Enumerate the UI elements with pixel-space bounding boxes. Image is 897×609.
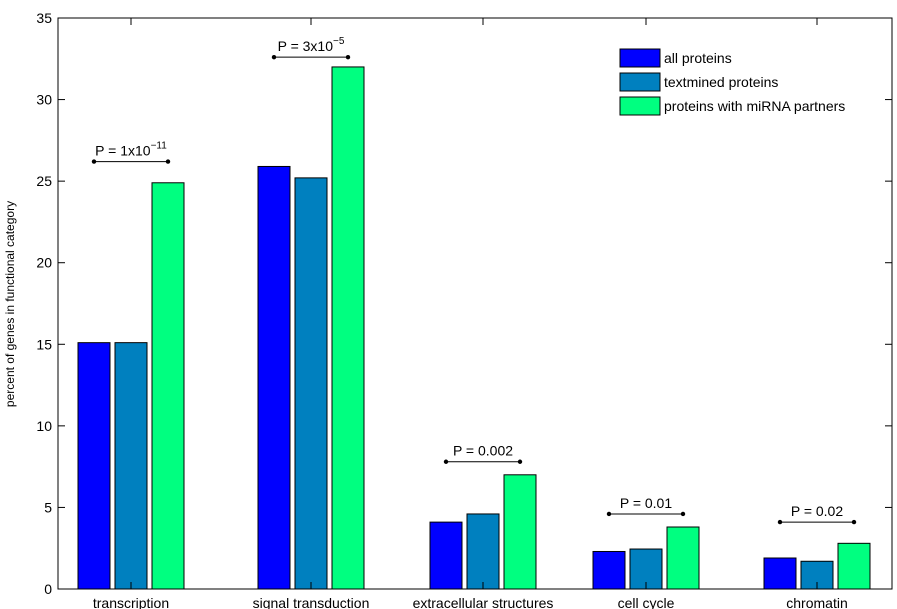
plot-area bbox=[58, 18, 892, 589]
axes-box bbox=[57, 17, 893, 590]
y-tick-label: 0 bbox=[44, 581, 52, 597]
bar bbox=[151, 182, 185, 590]
y-tick-label: 35 bbox=[36, 10, 52, 26]
p-value-bracket-end bbox=[91, 159, 97, 164]
y-tick-label: 20 bbox=[36, 255, 52, 271]
x-tick-label: cell cycle bbox=[618, 595, 675, 609]
legend-label: proteins with miRNA partners bbox=[664, 98, 845, 114]
p-value-bracket-end bbox=[165, 159, 171, 164]
bar bbox=[666, 526, 700, 590]
y-tick-label: 30 bbox=[36, 92, 52, 108]
legend: all proteins textmined proteins proteins w… bbox=[619, 48, 845, 116]
y-tick-label: 10 bbox=[36, 418, 52, 434]
p-value-label: P = 3x10−5 bbox=[278, 36, 345, 54]
bar bbox=[837, 542, 871, 590]
x-tick-label: signal transduction bbox=[253, 595, 370, 609]
y-tick-label: 15 bbox=[36, 336, 52, 352]
bar bbox=[331, 66, 365, 590]
p-value-bracket-end bbox=[606, 511, 612, 517]
y-axis-label: percent of genes in functional category bbox=[3, 201, 17, 407]
legend-label: all proteins bbox=[664, 50, 732, 66]
p-value-bracket-end bbox=[851, 519, 857, 525]
bar bbox=[429, 521, 463, 590]
p-value-label: P = 0.01 bbox=[620, 495, 673, 511]
p-value-base: P = 1x10 bbox=[95, 143, 151, 159]
p-value-label: P = 1x10−11 bbox=[95, 141, 167, 159]
bar bbox=[503, 474, 537, 590]
p-value-bracket-end bbox=[517, 459, 523, 464]
x-tick-label: transcription bbox=[93, 595, 169, 609]
bar bbox=[592, 550, 626, 590]
legend-swatch bbox=[619, 48, 661, 68]
bar bbox=[763, 557, 797, 590]
p-value-label: P = 0.02 bbox=[791, 503, 844, 519]
p-value-exponent: −5 bbox=[333, 36, 345, 47]
p-value-label: P = 0.002 bbox=[453, 443, 513, 459]
x-tick-label: chromatin bbox=[786, 595, 847, 609]
p-value-bracket-end bbox=[680, 511, 686, 517]
bar bbox=[466, 513, 500, 590]
p-value-bracket-end bbox=[777, 519, 783, 525]
legend-swatch bbox=[619, 96, 661, 116]
bar bbox=[77, 342, 111, 590]
p-value-bracket-end bbox=[345, 54, 351, 60]
y-tick-label: 5 bbox=[44, 499, 52, 515]
p-value-bracket-end bbox=[271, 54, 277, 60]
bar bbox=[257, 165, 291, 590]
y-tick-label: 25 bbox=[36, 173, 52, 189]
p-value-bracket-end bbox=[443, 459, 449, 464]
legend-swatch bbox=[619, 72, 661, 92]
x-tick-label: extracellular structures bbox=[413, 595, 554, 609]
annotations-group: P = 1x10−11 P = 3x10−5 P = 0.002 P = 0.01 P … bbox=[91, 36, 857, 525]
p-value-base: P = 3x10 bbox=[278, 38, 334, 54]
bars-group bbox=[77, 66, 871, 590]
p-value-base: P = 0.02 bbox=[791, 503, 844, 519]
p-value-base: P = 0.01 bbox=[620, 495, 673, 511]
bar bbox=[114, 342, 148, 590]
axes-group: 0 5 10 15 20 25 30 35 transcription signal transd… bbox=[36, 10, 893, 609]
bar bbox=[294, 177, 328, 590]
legend-label: textmined proteins bbox=[664, 74, 778, 90]
p-value-base: P = 0.002 bbox=[453, 443, 513, 459]
p-value-exponent: −11 bbox=[151, 141, 168, 152]
